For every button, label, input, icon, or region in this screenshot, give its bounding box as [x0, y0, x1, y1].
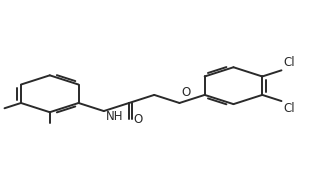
- Text: Cl: Cl: [283, 102, 295, 115]
- Text: Cl: Cl: [283, 56, 295, 69]
- Text: O: O: [181, 86, 190, 99]
- Text: NH: NH: [106, 110, 124, 123]
- Text: O: O: [134, 113, 143, 126]
